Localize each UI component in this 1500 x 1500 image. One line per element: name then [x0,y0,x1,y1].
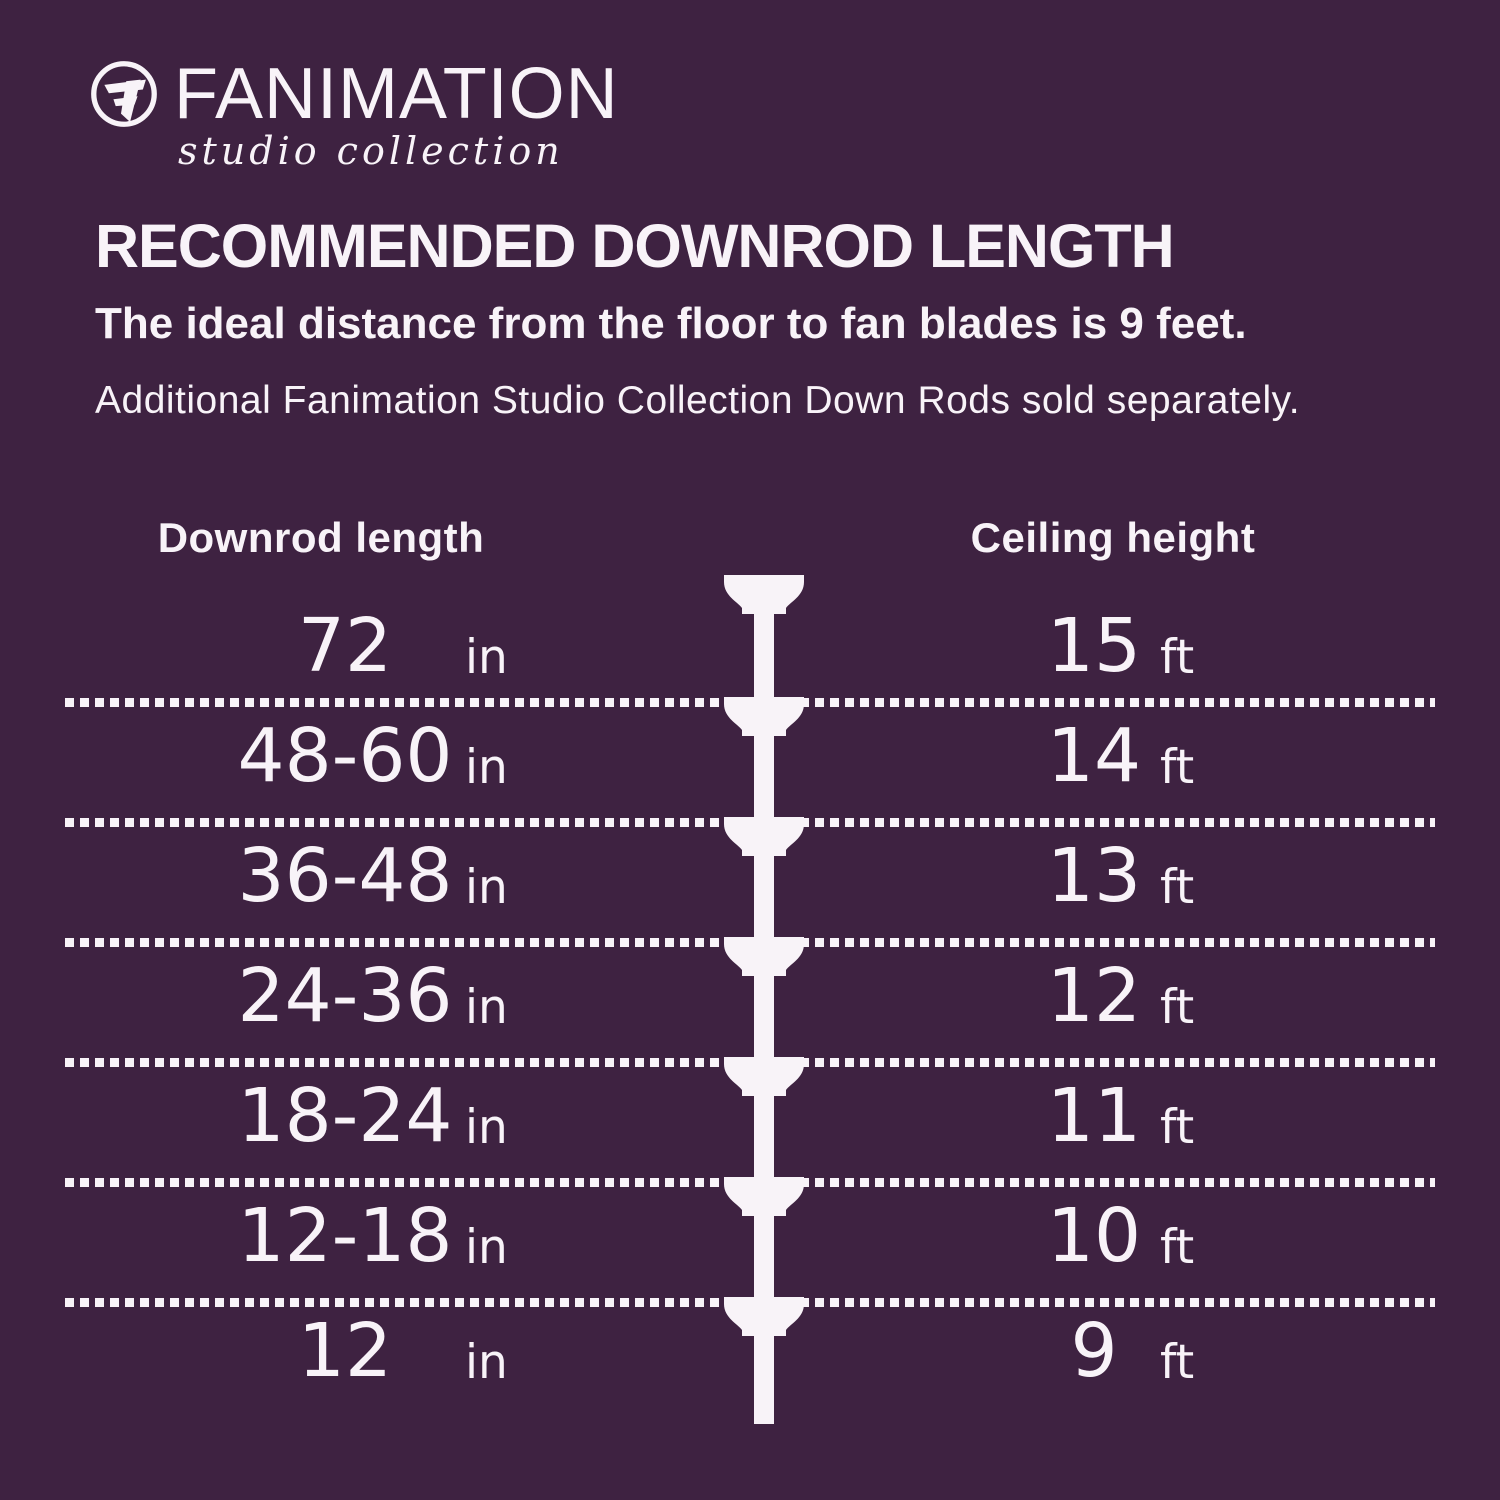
table-row: 24-36 in 12 ft [0,957,1500,1047]
downrod-length-header: Downrod length [157,514,485,561]
ceiling-value: 14 [1046,713,1142,799]
downrod-value: 18-24 [237,1073,453,1159]
downrod-value: 12-18 [237,1193,453,1279]
downrod-canopy [724,817,804,856]
downrod-unit: in [465,1220,508,1275]
ceiling-value: 11 [1046,1073,1142,1159]
ceiling-value: 9 [1070,1308,1118,1394]
downrod-value: 48-60 [237,713,453,799]
downrod-value: 12 [297,1308,393,1394]
ceiling-unit: ft [1160,1220,1195,1275]
brand-name: FANIMATION [174,54,619,134]
ceiling-unit: ft [1160,740,1195,795]
ceiling-value: 12 [1046,953,1142,1039]
fanimation-logo-icon [91,61,157,127]
brand-header: FANIMATION studio collection [90,54,619,174]
downrod-canopy [724,937,804,976]
downrod-canopy [724,1057,804,1096]
table-row: 36-48 in 13 ft [0,837,1500,927]
downrod-unit: in [465,1100,508,1155]
brand-text: FANIMATION studio collection [174,54,619,174]
table-row: 18-24 in 11 ft [0,1077,1500,1167]
downrod-unit: in [465,1335,508,1390]
ceiling-unit: ft [1160,980,1195,1035]
page-title: RECOMMENDED DOWNROD LENGTH [95,212,1175,280]
downrod-diagram [724,575,804,1424]
page-note: Additional Fanimation Studio Collection … [95,379,1301,422]
ceiling-unit: ft [1160,630,1195,685]
ceiling-unit: ft [1160,1335,1195,1390]
downrod-canopy [724,1297,804,1336]
table-row: 12-18 in 10 ft [0,1197,1500,1287]
ceiling-value: 10 [1046,1193,1142,1279]
brand-collection: studio collection [178,129,564,173]
downrod-canopy [724,697,804,736]
downrod-value: 36-48 [237,833,453,919]
table-row: 48-60 in 14 ft [0,717,1500,807]
table-row: 12 in 9 ft [0,1312,1500,1402]
downrod-unit: in [465,860,508,915]
downrod-value: 72 [297,603,393,689]
downrod-canopy [724,1177,804,1216]
downrod-unit: in [465,630,508,685]
ceiling-unit: ft [1160,1100,1195,1155]
downrod-unit: in [465,980,508,1035]
downrod-canopy [724,575,804,614]
page-subtitle: The ideal distance from the floor to fan… [95,299,1247,348]
ceiling-value: 15 [1046,603,1142,689]
downrod-unit: in [465,740,508,795]
ceiling-height-header: Ceiling height [970,514,1256,561]
ceiling-value: 13 [1046,833,1142,919]
downrod-value: 24-36 [237,953,453,1039]
table-row: 72 in 15 ft [0,607,1500,697]
ceiling-unit: ft [1160,860,1195,915]
